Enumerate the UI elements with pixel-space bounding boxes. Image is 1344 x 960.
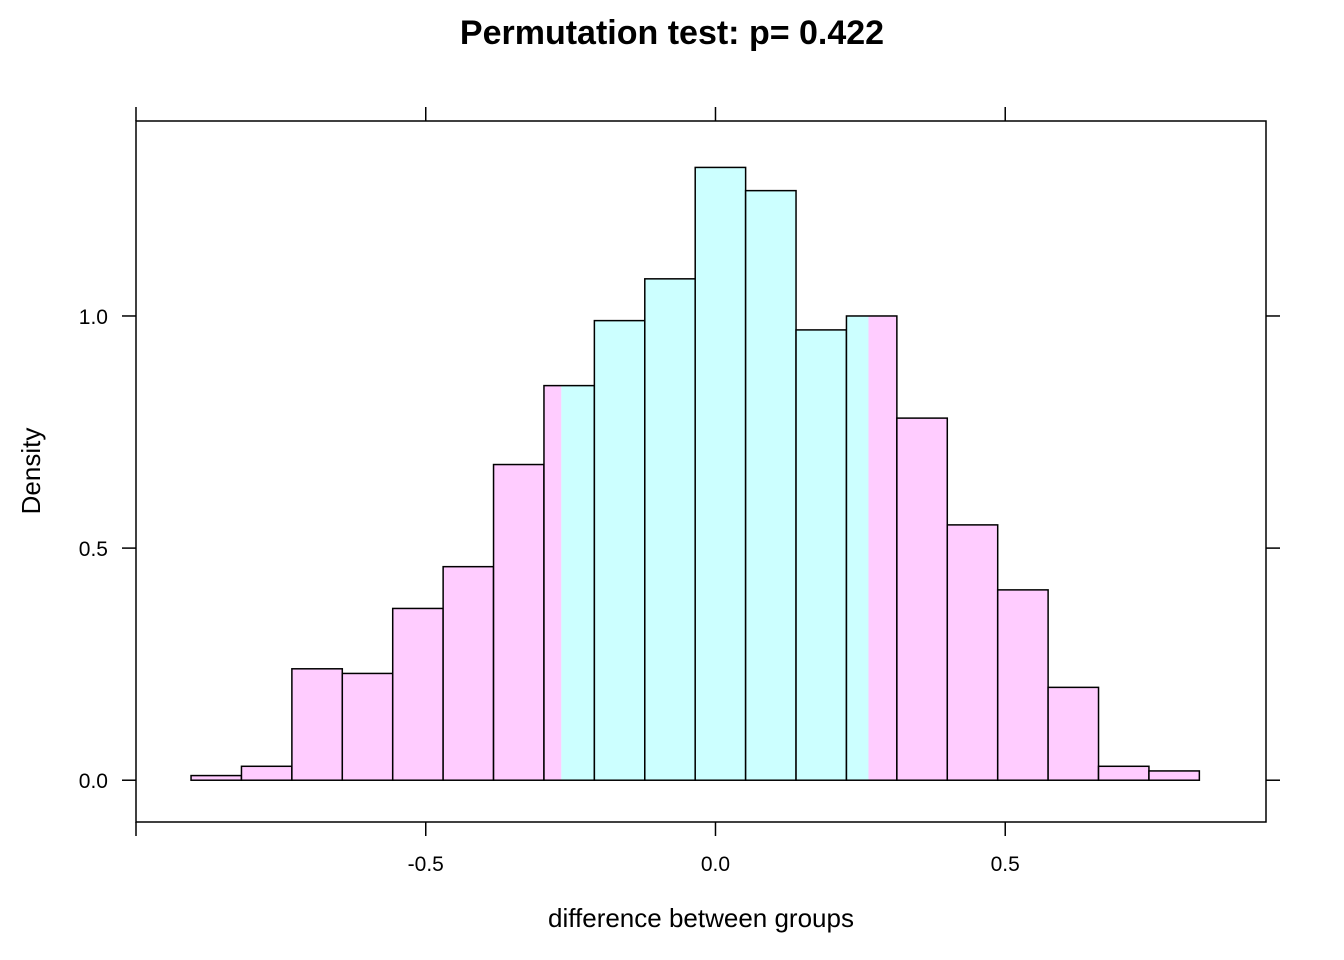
histogram-bar	[291, 668, 344, 781]
y-tick-label: 1.0	[79, 306, 108, 329]
bar-fill-center	[796, 329, 847, 781]
bar-fill-tail	[1148, 770, 1200, 781]
histogram-bar	[190, 774, 243, 781]
bar-fill-center	[695, 167, 746, 781]
axis-ticks: -0.5 0.0 0.5 0.0 0.5 1.0	[79, 107, 1280, 876]
chart-title: Permutation test: p= 0.422	[460, 14, 884, 52]
histogram-bar	[694, 166, 747, 781]
bar-fill-tail	[342, 673, 393, 781]
bar-fill-tail	[1048, 687, 1099, 781]
bar-fill-tail	[543, 385, 562, 781]
bar-fill-tail	[896, 418, 948, 781]
bar-fill-tail	[241, 766, 292, 781]
bar-outline	[1047, 686, 1100, 781]
histogram-bar	[644, 278, 696, 781]
histogram-bar	[593, 319, 646, 781]
x-axis-label: difference between groups	[548, 903, 854, 933]
histogram-bar	[795, 329, 848, 781]
histogram-bar	[996, 589, 1049, 781]
histogram-bar	[845, 315, 898, 781]
histogram-bar	[391, 607, 444, 781]
x-tick-label: -0.5	[408, 853, 444, 876]
bar-fill-tail	[493, 464, 544, 781]
bar-fill-center	[561, 385, 595, 781]
histogram-bar	[896, 417, 949, 781]
histogram-bar	[341, 672, 394, 781]
histogram-bar	[543, 384, 596, 781]
x-tick-label: 0.0	[701, 853, 730, 876]
y-axis-label: Density	[16, 428, 46, 515]
bar-fill-tail	[997, 589, 1049, 781]
bar-fill-tail	[947, 524, 998, 781]
histogram-bars	[190, 166, 1201, 781]
bar-fill-tail	[1098, 766, 1149, 781]
histogram-bar	[442, 565, 495, 781]
histogram-bar	[1148, 770, 1201, 781]
plot-frame	[135, 120, 1267, 823]
bar-fill-tail	[392, 608, 444, 781]
histogram-bar	[744, 189, 797, 781]
x-tick-label: 0.5	[991, 853, 1020, 876]
histogram-bar	[492, 463, 545, 781]
bar-fill-center	[644, 278, 696, 781]
histogram-bar	[1047, 686, 1100, 781]
histogram-bar	[1097, 765, 1150, 781]
y-tick-label: 0.5	[79, 538, 108, 561]
bar-fill-tail	[443, 566, 494, 781]
bar-fill-center	[745, 190, 797, 781]
bar-fill-tail	[868, 315, 897, 781]
bar-fill-tail	[291, 668, 343, 781]
bar-outline	[996, 589, 1049, 781]
bar-fill-center	[846, 315, 869, 781]
bar-outline	[1148, 770, 1201, 781]
bar-fill-center	[594, 320, 645, 781]
bar-fill-tail	[191, 775, 242, 781]
histogram-bar	[946, 524, 999, 781]
y-tick-label: 0.0	[79, 770, 108, 793]
histogram-bar	[240, 765, 293, 781]
